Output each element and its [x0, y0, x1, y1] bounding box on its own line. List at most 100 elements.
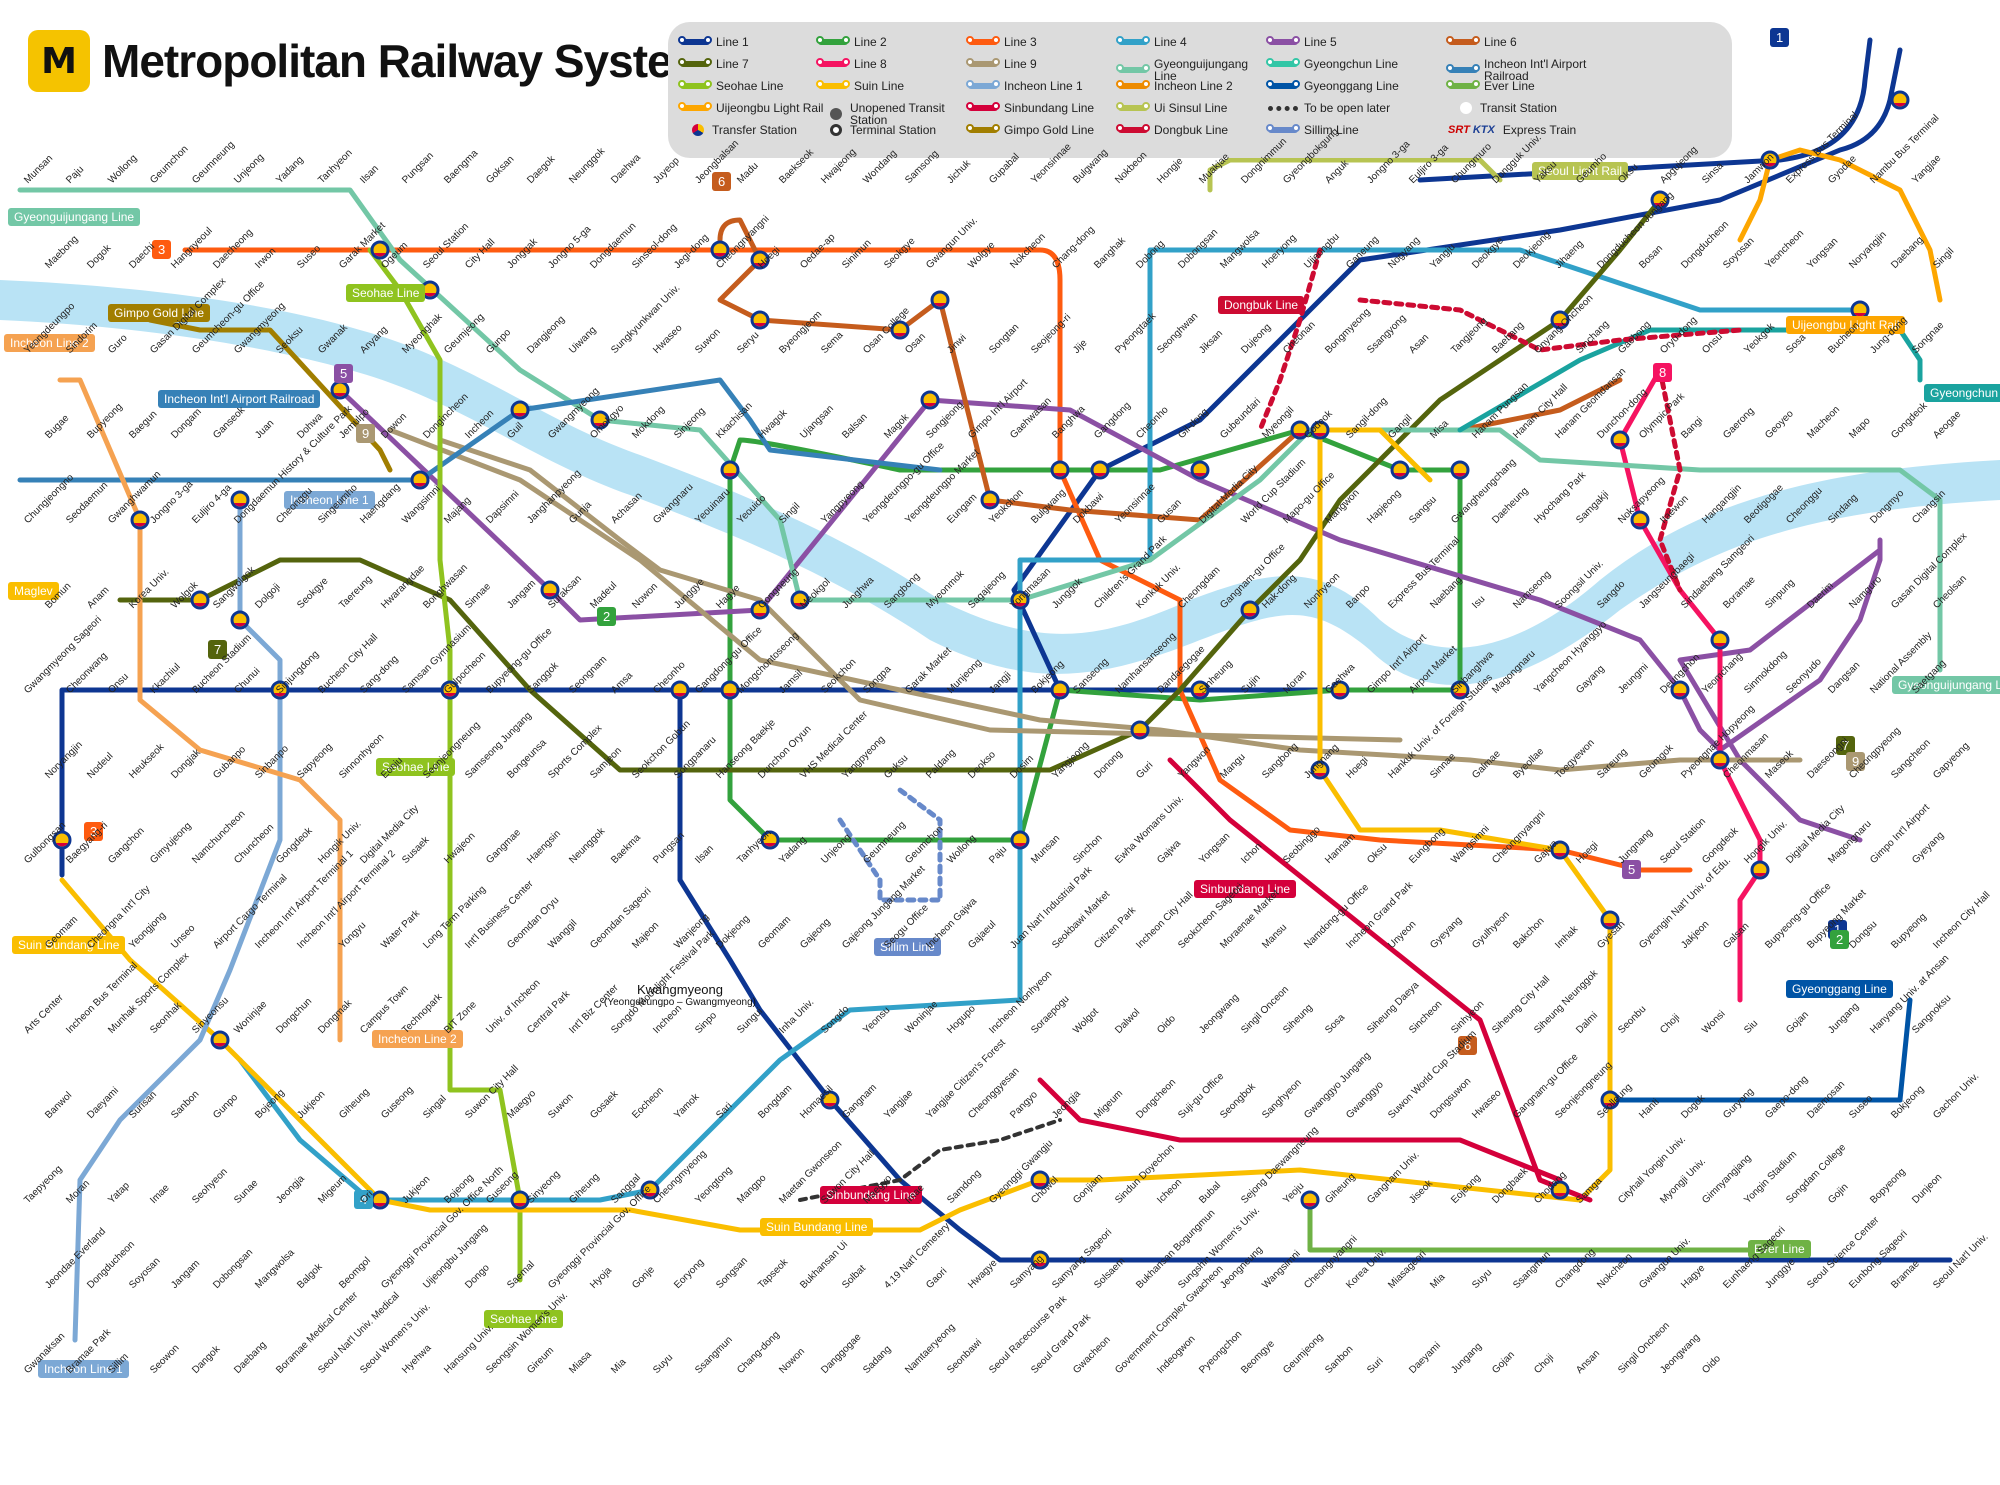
transfer-station-icon-half [514, 413, 526, 417]
line-2-path[interactable] [727, 427, 1463, 843]
legend-line-swatch [816, 80, 850, 89]
incheon-line-2-path[interactable] [57, 377, 343, 1043]
transfer-station-icon-half [1054, 693, 1066, 697]
logo-glyph: M [41, 40, 77, 82]
transfer-station-icon-half [894, 333, 906, 337]
transfer-station-icon-half [1054, 473, 1066, 477]
legend-label: Gyeonguijungang Line [1154, 57, 1249, 83]
legend-label: Uijeongbu Light Rail [716, 101, 824, 115]
line-number-badge: 7 [208, 640, 228, 659]
legend-line-swatch [816, 36, 850, 45]
legend-line-swatch [678, 102, 712, 111]
line-paths [17, 37, 1953, 1343]
line-name-label: Incheon Line 2 [4, 334, 95, 352]
line-8-path[interactable] [1617, 367, 1763, 1003]
legend-item: Gyeonguijungang Line [1116, 57, 1274, 83]
legend-panel: Line 1 Line 2 Line 3 Line 4 Line 5 Line 6 Line… [668, 22, 1732, 158]
legend-item: To be open later [1268, 102, 1390, 114]
line-1-path[interactable] [59, 47, 1903, 878]
line-number-badge: 6 [712, 172, 732, 191]
legend-item: SRT KTX Express Train [1448, 124, 1576, 136]
transfer-station-icon-half [414, 483, 426, 487]
sillim-path[interactable] [837, 787, 943, 903]
transfer-station-icon-half [1654, 203, 1666, 207]
gimpo-gold-path[interactable] [147, 317, 393, 473]
line-3-path[interactable] [182, 247, 1693, 873]
uijeongbu-lrt-path[interactable] [1737, 147, 1943, 303]
suin-bundang-path[interactable] [59, 427, 1613, 1233]
line-7-path[interactable] [117, 197, 1663, 773]
transfer-station-icon-half [1034, 1263, 1046, 1267]
legend-label: Ever Line [1484, 79, 1535, 93]
legend-label: Incheon Int'l Airport Railroad [1484, 57, 1587, 83]
transfer-station-icon-half [1314, 433, 1326, 437]
transfer-station-icon-half [1134, 733, 1146, 737]
line-name-label: Gyeongchun Line [1924, 384, 2000, 402]
line-9-path[interactable] [387, 427, 1803, 773]
legend-item: Gyeongchun Line [1266, 58, 1398, 70]
transit-station-icon [1460, 102, 1472, 114]
transfer-station-icon-half [1094, 473, 1106, 477]
line-name-label: Gyeonggang Line [1786, 980, 1893, 998]
line-4-path[interactable] [237, 247, 1863, 1203]
legend-dotted-swatch [1268, 105, 1298, 111]
legend-line-swatch [966, 102, 1000, 111]
transfer-station-icon-half [724, 473, 736, 477]
line-number-badge: 9 [356, 424, 376, 443]
dongbuk-path[interactable] [1257, 247, 1743, 593]
line-name-label: Seohae Line [346, 284, 426, 302]
kwangmyeong-subcaption: (Yeongdeungpo – Gwangmyeong) [604, 997, 756, 1008]
line-name-label: Seohae Line [484, 1310, 564, 1328]
legend-label: Line 9 [1004, 57, 1037, 71]
legend-item: Incheon Int'l Airport Railroad [1446, 57, 1604, 83]
line-name-label: Seohae Line [376, 758, 456, 776]
seohae-path[interactable] [367, 247, 523, 1283]
transfer-station-icon-half [1714, 763, 1726, 767]
legend-label: Incheon Line 1 [1004, 79, 1083, 93]
legend-label: Line 6 [1484, 35, 1517, 49]
legend-item: Transit Station [1448, 102, 1557, 114]
legend-item: Suin Line [816, 79, 905, 93]
ui-sinsul-path[interactable] [1207, 157, 1503, 193]
legend-item: Line 8 [816, 58, 887, 70]
transfer-station-icon-half [1014, 603, 1026, 607]
legend-line-swatch [1116, 80, 1150, 89]
legend-label: Suin Line [854, 79, 905, 93]
legend-label: Gyeonggang Line [1304, 79, 1399, 93]
transfer-station-icon-half [1014, 843, 1026, 847]
transfer-station-icon-half [514, 1203, 526, 1207]
legend-label: Line 7 [716, 57, 749, 71]
transfer-station-icon-half [1454, 473, 1466, 477]
legend-label: Ui Sinsul Line [1154, 101, 1228, 115]
transfer-station-icon-half [984, 503, 996, 507]
incheon-line-1-path[interactable] [72, 497, 283, 1343]
gyeongchun-path[interactable] [1457, 327, 1923, 433]
line-name-label: Suin Bundang Line [760, 1218, 874, 1236]
transfer-station-icon-half [764, 843, 776, 847]
transfer-station-icon-half [544, 593, 556, 597]
legend-label: Line 4 [1154, 35, 1187, 49]
legend-item: Incheon Line 2 [1116, 80, 1233, 92]
legend-line-swatch [966, 80, 1000, 89]
legend-line-swatch [1446, 64, 1480, 73]
legend-item: Line 4 [1116, 35, 1187, 49]
transfer-station-icon-half [754, 323, 766, 327]
legend-line-swatch [1446, 36, 1480, 45]
legend-label: Line 2 [854, 35, 887, 49]
legend-line-swatch [1116, 102, 1150, 111]
ever-line-path[interactable] [1307, 1197, 1763, 1253]
transfer-station-icon-half [1554, 323, 1566, 327]
transfer-station-icon-half [1554, 853, 1566, 857]
legend-line-swatch [1116, 36, 1150, 45]
gyeonggang-path[interactable] [1617, 997, 1913, 1103]
line-5-path[interactable] [337, 387, 1883, 843]
transfer-station-icon-half [1394, 473, 1406, 477]
line-name-label: Suin Bundang Line [12, 936, 126, 954]
line-number-badge: 4 [354, 1190, 374, 1209]
legend-item: Incheon Line 1 [966, 79, 1083, 93]
transfer-station-icon-half [1674, 693, 1686, 697]
legend-line-swatch [1116, 124, 1150, 133]
transfer-station-icon-half [1334, 693, 1346, 697]
legend-line-swatch [1266, 124, 1300, 133]
